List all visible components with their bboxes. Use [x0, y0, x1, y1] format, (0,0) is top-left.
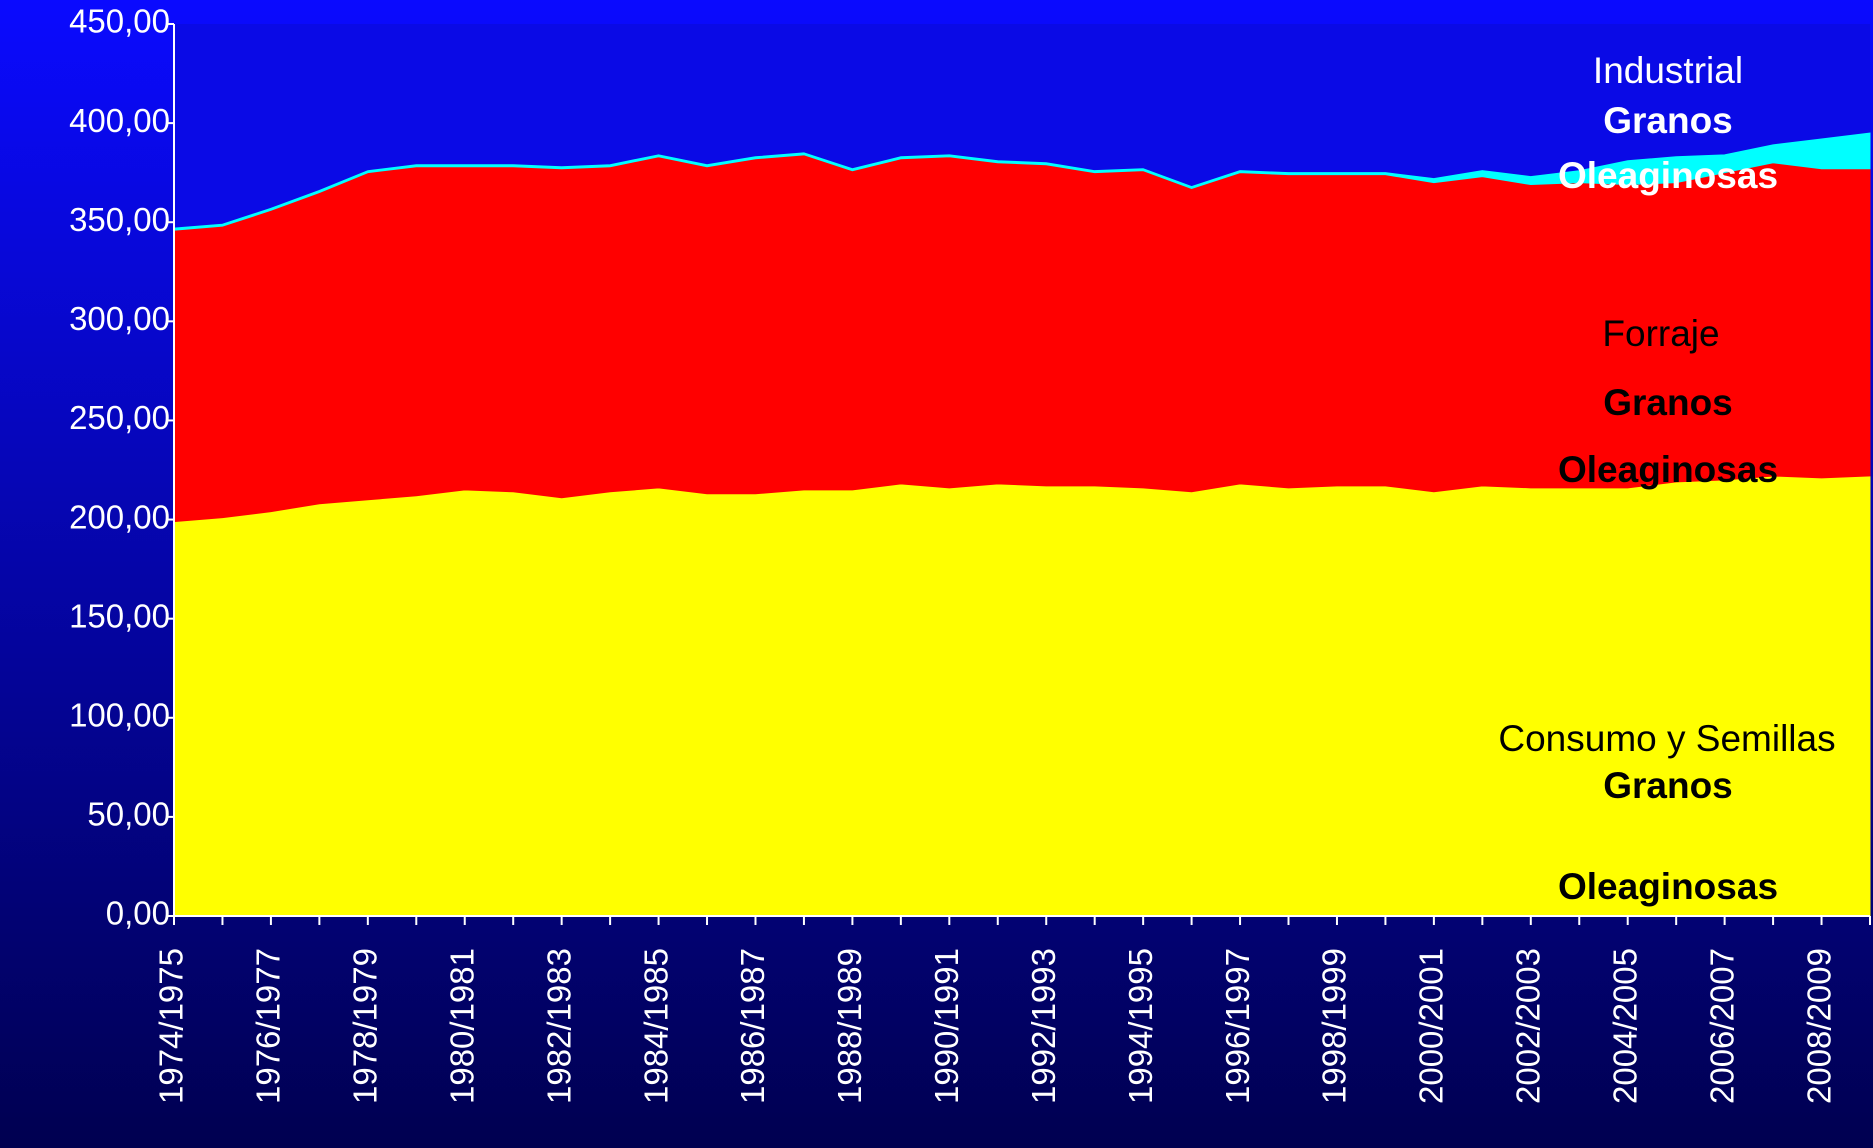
x-tick-label: 2002/2003 — [1510, 948, 1547, 1104]
y-tick-label: 300,00 — [69, 300, 170, 337]
y-tick-label: 50,00 — [87, 796, 170, 833]
y-tick-label: 400,00 — [69, 102, 170, 139]
annotation: Granos — [1603, 100, 1733, 141]
x-tick-label: 2008/2009 — [1800, 948, 1837, 1104]
area — [173, 475, 1871, 917]
x-tick-label: 1976/1977 — [250, 948, 287, 1104]
annotation: Granos — [1603, 765, 1733, 806]
y-tick-label: 350,00 — [69, 201, 170, 238]
x-tick-label: 1994/1995 — [1122, 948, 1159, 1104]
annotation: Oleaginosas — [1558, 155, 1778, 196]
x-tick-label: 1996/1997 — [1219, 948, 1256, 1104]
x-tick-label: 1992/1993 — [1025, 948, 1062, 1104]
y-tick-label: 0,00 — [106, 895, 170, 932]
x-tick-label: 1974/1975 — [153, 948, 190, 1104]
area — [173, 132, 1871, 231]
y-tick-label: 200,00 — [69, 498, 170, 535]
annotation: Granos — [1603, 382, 1733, 423]
x-tick-label: 1998/1999 — [1316, 948, 1353, 1104]
x-tick-label: 2006/2007 — [1703, 948, 1740, 1104]
series-label: Forraje — [1602, 313, 1719, 354]
x-tick-label: 1980/1981 — [443, 948, 480, 1104]
x-tick-label: 1978/1979 — [347, 948, 384, 1104]
y-tick-label: 100,00 — [69, 696, 170, 733]
y-tick-label: 150,00 — [69, 597, 170, 634]
series-label: Industrial — [1593, 50, 1743, 91]
x-tick-label: 1982/1983 — [540, 948, 577, 1104]
annotation: Oleaginosas — [1558, 449, 1778, 490]
x-tick-label: 1986/1987 — [734, 948, 771, 1104]
x-tick-label: 1984/1985 — [637, 948, 674, 1104]
y-tick-label: 250,00 — [69, 399, 170, 436]
annotation: Oleaginosas — [1558, 866, 1778, 907]
x-tick-label: 1990/1991 — [928, 948, 965, 1104]
series-label: Consumo y Semillas — [1498, 718, 1835, 759]
x-tick-label: 2004/2005 — [1606, 948, 1643, 1104]
x-tick-label: 2000/2001 — [1413, 948, 1450, 1104]
y-tick-label: 450,00 — [69, 3, 170, 40]
x-tick-label: 1988/1989 — [831, 948, 868, 1104]
